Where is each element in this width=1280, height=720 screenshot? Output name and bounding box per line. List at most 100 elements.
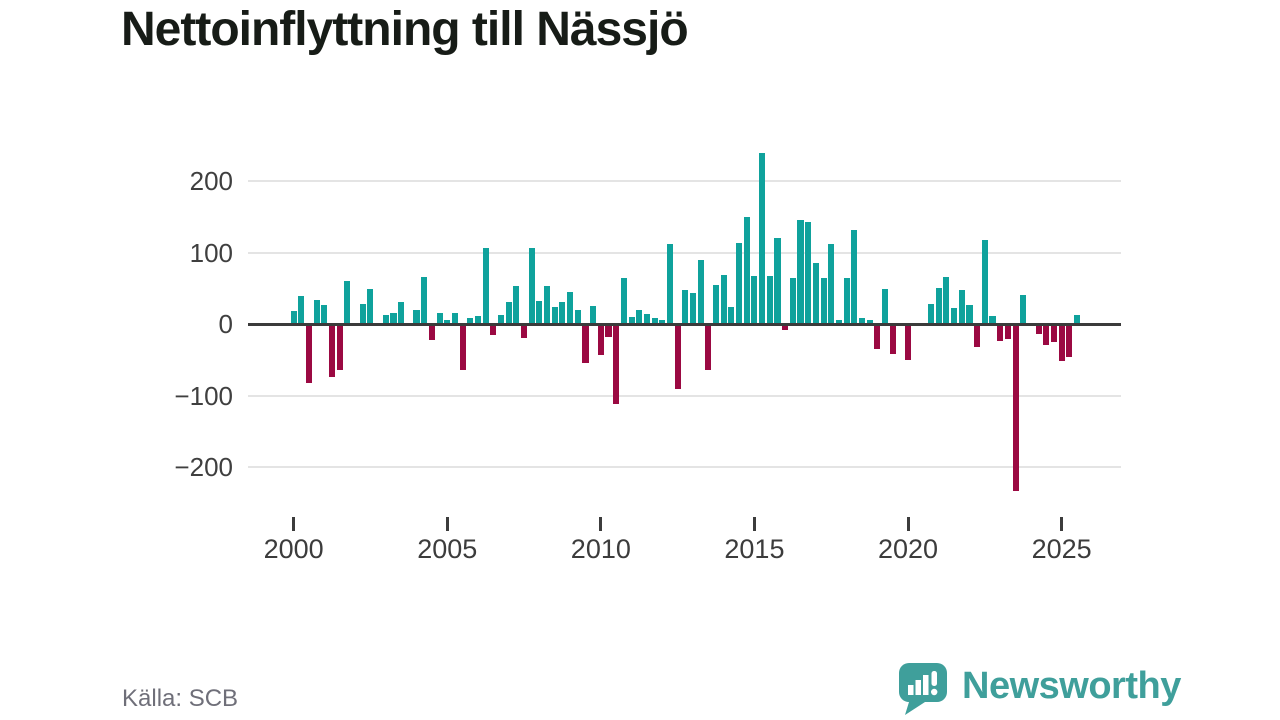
y-gridline	[248, 394, 1121, 397]
logo-exclamation-dot	[931, 688, 938, 696]
bar-2022Q1	[966, 304, 973, 324]
y-axis-tick-label: 100	[189, 237, 233, 268]
bar-2003Q2	[390, 312, 397, 324]
logo-bar-small	[908, 685, 914, 695]
bar-2008Q2	[544, 286, 551, 324]
newsworthy-logo-icon	[899, 663, 947, 715]
bar-2004Q1	[413, 310, 420, 324]
y-gridline	[248, 251, 1121, 254]
bar-2018Q1	[843, 278, 850, 324]
bar-2014Q4	[743, 216, 750, 324]
bar-2008Q1	[536, 301, 543, 324]
bar-2021Q2	[943, 276, 950, 324]
bar-2022Q2	[974, 324, 981, 347]
bar-2018Q4	[866, 320, 873, 324]
x-axis-tick	[1060, 517, 1064, 531]
bar-2000Q1	[290, 311, 297, 324]
logo-bar-large	[923, 675, 929, 695]
logo-exclamation-stroke	[931, 671, 937, 686]
x-axis-tick-label: 2000	[263, 534, 324, 564]
bar-2003Q3	[398, 301, 405, 324]
bar-2012Q3	[674, 324, 681, 390]
bar-2014Q3	[736, 243, 743, 324]
bar-2011Q1	[628, 316, 635, 324]
bar-2008Q4	[559, 301, 566, 324]
bar-2022Q3	[981, 239, 988, 324]
bar-2013Q4	[713, 284, 720, 324]
bar-2025Q2	[1066, 324, 1073, 357]
bar-2012Q2	[666, 243, 673, 324]
bar-2001Q1	[321, 304, 328, 324]
bar-2014Q2	[728, 306, 735, 324]
bar-2015Q1	[751, 276, 758, 324]
bar-2012Q4	[682, 290, 689, 324]
bar-2012Q1	[659, 320, 666, 324]
x-axis-tick-label: 2015	[724, 534, 785, 564]
bar-2009Q2	[574, 309, 581, 324]
bar-2024Q4	[1050, 324, 1057, 342]
x-axis-tick-label: 2020	[878, 534, 939, 564]
bar-2009Q4	[590, 306, 597, 324]
bar-2014Q1	[720, 275, 727, 324]
x-axis-tick-label: 2010	[570, 534, 631, 564]
bar-2004Q3	[428, 324, 435, 340]
bar-2011Q4	[651, 318, 658, 324]
x-axis-tick	[752, 517, 756, 531]
bar-2001Q3	[336, 324, 343, 370]
bar-2004Q2	[421, 276, 428, 324]
bar-2006Q1	[474, 316, 481, 324]
bar-2005Q1	[444, 320, 451, 324]
bar-2005Q4	[467, 317, 474, 324]
bar-2008Q3	[551, 306, 558, 324]
bar-2006Q4	[497, 314, 505, 324]
bar-2019Q3	[889, 324, 896, 355]
bar-2016Q2	[789, 278, 796, 324]
bar-2019Q1	[874, 324, 881, 350]
bar-2002Q2	[359, 303, 366, 324]
bar-2000Q2	[298, 296, 305, 324]
x-axis-tick	[445, 517, 449, 531]
bar-2001Q4	[344, 281, 351, 324]
bar-2015Q4	[774, 238, 781, 324]
bar-2017Q2	[820, 278, 827, 324]
bar-2021Q4	[958, 290, 965, 324]
bar-2001Q2	[329, 324, 336, 377]
y-gridline	[248, 466, 1121, 468]
bar-2011Q2	[636, 309, 643, 324]
bar-2007Q1	[505, 301, 512, 324]
brand-name: Newsworthy	[962, 665, 1181, 707]
bar-2011Q3	[643, 313, 650, 324]
bar-2010Q3	[613, 324, 620, 405]
bar-2015Q2	[759, 153, 766, 324]
bar-2003Q1	[382, 314, 389, 324]
bar-2010Q1	[597, 324, 604, 355]
source-label: Källa: SCB	[122, 685, 239, 712]
bar-2022Q4	[989, 316, 996, 324]
bar-2016Q4	[805, 221, 812, 324]
bar-2024Q3	[1043, 324, 1050, 346]
bar-2018Q3	[858, 318, 865, 324]
bar-2023Q4	[1020, 294, 1027, 324]
bar-2024Q2	[1035, 324, 1042, 334]
bar-2004Q4	[436, 313, 443, 324]
bar-2021Q3	[951, 307, 958, 324]
bar-2009Q3	[582, 324, 589, 363]
bar-2016Q3	[797, 220, 804, 324]
bar-2007Q2	[513, 286, 520, 324]
bar-2017Q4	[835, 319, 842, 324]
bar-2005Q3	[459, 324, 466, 371]
bar-2020Q4	[928, 303, 935, 324]
bar-2010Q4	[620, 278, 627, 324]
bar-2015Q3	[766, 276, 773, 324]
bar-2006Q2	[482, 248, 489, 324]
bar-2023Q3	[1012, 324, 1019, 491]
bar-2017Q3	[828, 243, 835, 324]
newsworthy-brand: Newsworthy	[898, 662, 1181, 716]
bar-2019Q2	[881, 288, 889, 324]
zero-axis-line	[248, 322, 1121, 326]
bar-2025Q3	[1073, 315, 1081, 324]
bar-2000Q4	[313, 299, 320, 324]
y-axis-tick-label: 200	[189, 166, 233, 196]
x-axis-tick-label: 2025	[1031, 534, 1092, 564]
